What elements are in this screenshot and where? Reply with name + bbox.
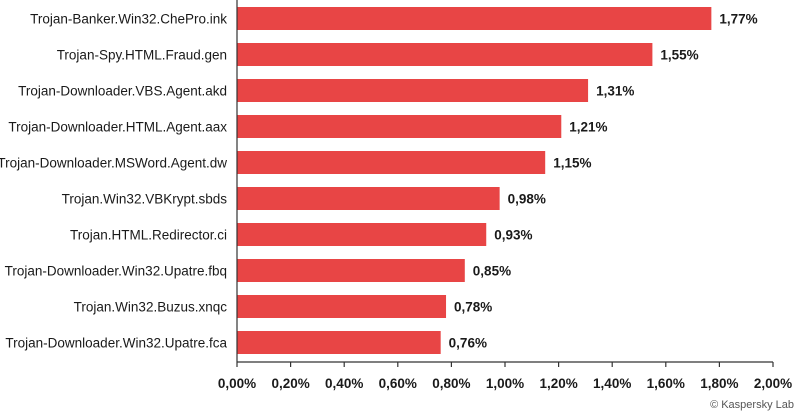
bar <box>237 79 589 102</box>
x-tick-label: 0,20% <box>271 376 309 391</box>
data-label: 1,21% <box>569 120 607 135</box>
bar <box>237 187 500 210</box>
bar <box>237 295 447 318</box>
data-label: 0,85% <box>473 264 511 279</box>
data-label: 1,15% <box>553 156 591 171</box>
x-tick-label: 1,40% <box>593 376 631 391</box>
bar <box>237 259 465 282</box>
category-label: Trojan-Downloader.Win32.Upatre.fbq <box>5 264 227 279</box>
x-tick-label: 0,60% <box>379 376 417 391</box>
category-label: Trojan-Banker.Win32.ChePro.ink <box>30 12 227 27</box>
category-label: Trojan-Downloader.VBS.Agent.akd <box>18 84 227 99</box>
category-label: Trojan-Spy.HTML.Fraud.gen <box>57 48 227 63</box>
bar <box>237 7 712 30</box>
x-tick-label: 1,80% <box>700 376 738 391</box>
category-label: Trojan-Downloader.Win32.Upatre.fca <box>5 336 227 351</box>
x-tick-label: 0,00% <box>218 376 256 391</box>
data-label: 0,98% <box>508 192 546 207</box>
x-tick-label: 1,00% <box>486 376 524 391</box>
category-label: Trojan-Downloader.MSWord.Agent.dw <box>0 156 227 171</box>
category-label: Trojan.HTML.Redirector.ci <box>70 228 227 243</box>
data-label: 1,55% <box>660 48 698 63</box>
x-tick-label: 2,00% <box>754 376 792 391</box>
bar <box>237 151 546 174</box>
bar <box>237 331 441 354</box>
category-label: Trojan.Win32.VBKrypt.sbds <box>62 192 228 207</box>
x-tick-label: 0,40% <box>325 376 363 391</box>
data-label: 1,31% <box>596 84 634 99</box>
x-tick-label: 1,60% <box>647 376 685 391</box>
bar <box>237 223 487 246</box>
x-axis: 0,00% 0,20% 0,40% 0,60% 0,80% 1,00% 1,20% 1,40%… <box>218 0 792 391</box>
data-label: 0,78% <box>454 300 492 315</box>
x-tick-label: 0,80% <box>432 376 470 391</box>
category-label: Trojan-Downloader.HTML.Agent.aax <box>8 120 227 135</box>
category-label: Trojan.Win32.Buzus.xnqc <box>74 300 228 315</box>
bar <box>237 43 653 66</box>
copyright-credit: © Kaspersky Lab <box>710 399 794 411</box>
x-tick-label: 1,20% <box>539 376 577 391</box>
data-label: 0,76% <box>449 336 487 351</box>
bars-layer: Trojan-Banker.Win32.ChePro.ink 1,77% Troja… <box>0 7 758 354</box>
data-label: 0,93% <box>494 228 532 243</box>
bar <box>237 115 562 138</box>
data-label: 1,77% <box>719 12 757 27</box>
